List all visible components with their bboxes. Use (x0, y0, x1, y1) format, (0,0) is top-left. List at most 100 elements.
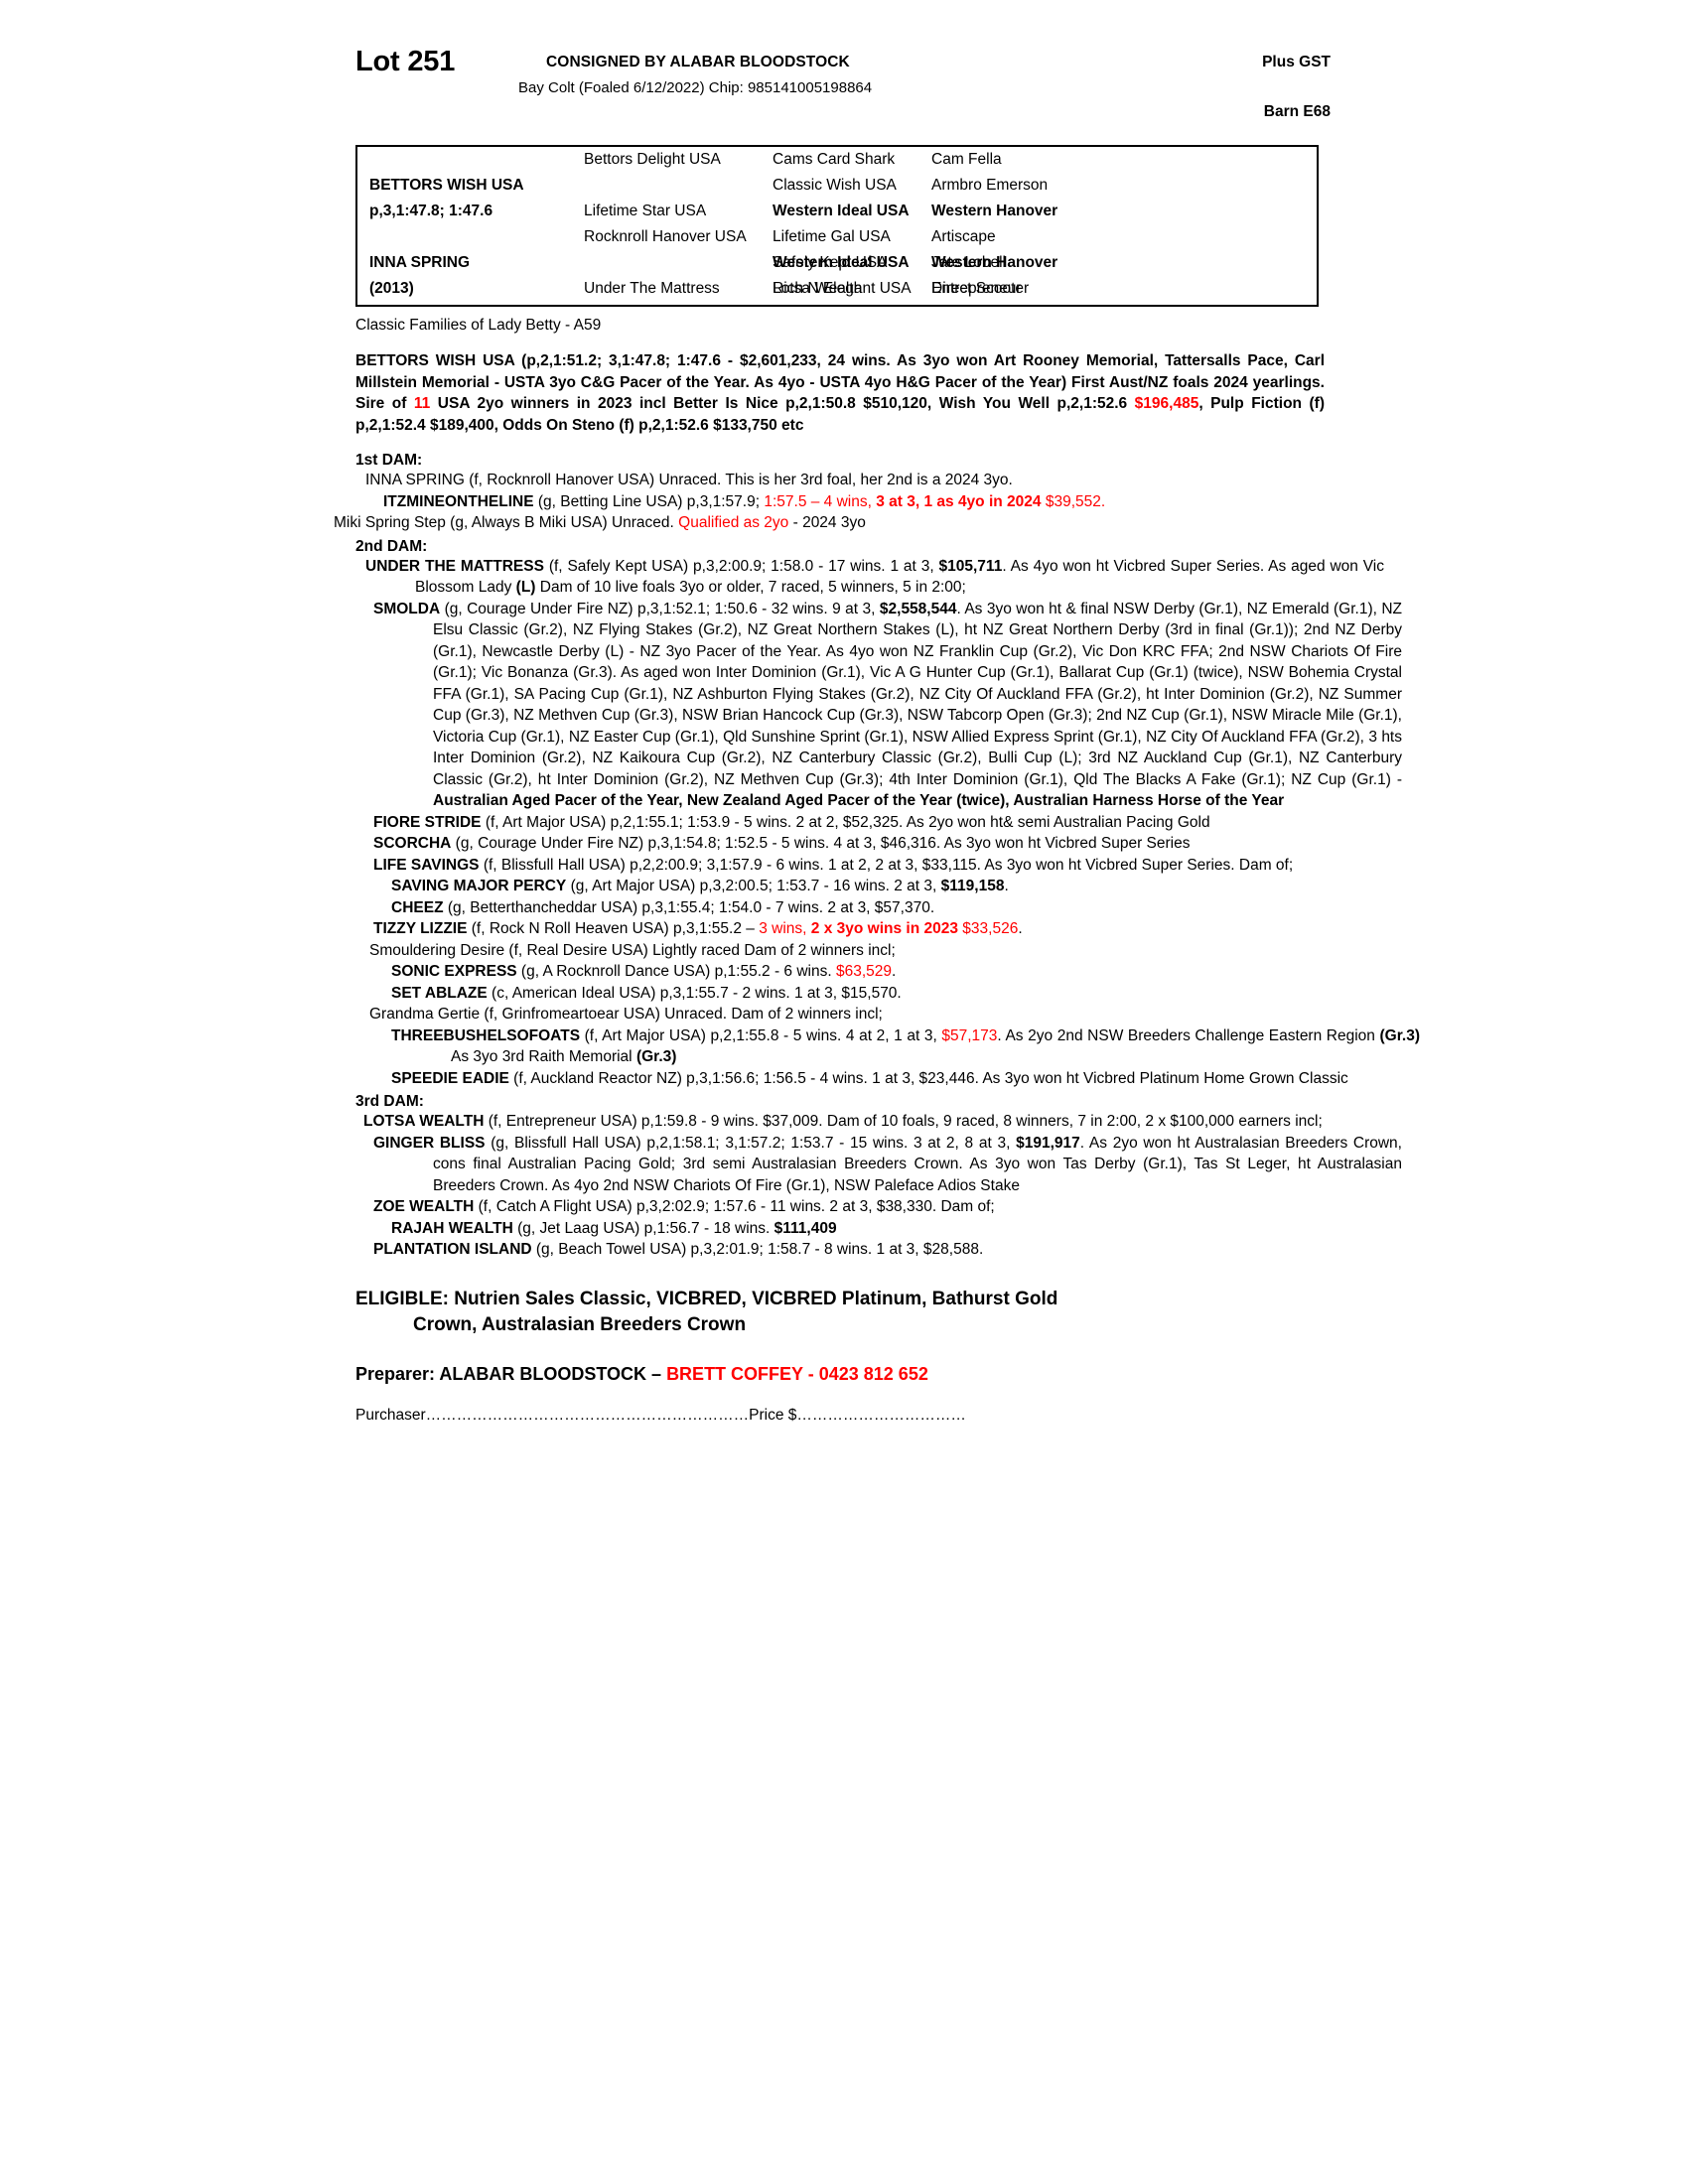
tizzy-redbold: 2 x 3yo wins in 2023 (810, 920, 958, 937)
tbo-earnings: $57,173 (941, 1026, 998, 1044)
tbo-gr3b: (Gr.3) (635, 1048, 677, 1065)
pedigree-table: BETTORS WISH USA p,3,1:47.8; 1:47.6 INNA… (355, 145, 1319, 307)
dam3-item-zoe-wealth: ZOE WEALTH (f, Catch A Flight USA) p,3,2… (355, 1196, 1402, 1218)
sire-para-red-2: $196,485 (1134, 395, 1199, 412)
preparer-label: Preparer: ALABAR BLOODSTOCK – (355, 1363, 667, 1384)
dam3-item-ginger-bliss: GINGER BLISS (g, Blissfull Hall USA) p,2… (355, 1133, 1402, 1197)
smolda-a: (g, Courage Under Fire NZ) p,3,1:52.1; 1… (440, 600, 880, 617)
g4-1: Armbro Emerson (931, 177, 1049, 194)
dam3-lead: LOTSA WEALTH (f, Entrepreneur USA) p,1:5… (355, 1111, 1384, 1133)
dam3-heading: 3rd DAM: (355, 1093, 424, 1110)
utm-c: . As 4yo won ht Vicbred Super Series. As… (415, 557, 1384, 597)
sire-dam: Lifetime Star USA (584, 203, 707, 219)
tizzy-red: 3 wins, (759, 920, 811, 937)
sonic-text: (g, A Rocknroll Dance USA) p,1:55.2 - 6 … (516, 963, 836, 980)
tbo-tail2: As 3yo 3rd Raith Memorial (451, 1048, 636, 1065)
cheez-text: (g, Betterthancheddar USA) p,3,1:55.4; 1… (443, 898, 935, 916)
speedie-text: (f, Auckland Reactor NZ) p,3,1:56.6; 1:5… (508, 1069, 1348, 1087)
smolda-name: SMOLDA (373, 600, 441, 617)
sire-record: p,3,1:47.8; 1:47.6 (369, 203, 493, 219)
dam1-item-itzmineontheline: ITZMINEONTHELINE (g, Betting Line USA) p… (355, 491, 1402, 513)
sonic-tail: . (892, 963, 897, 980)
dam2-item-speedie-eadie: SPEEDIE EADIE (f, Auckland Reactor NZ) p… (355, 1068, 1420, 1090)
itz-redbold: 3 at 3, 1 as 4yo in 2024 (876, 492, 1042, 510)
eligible-block: ELIGIBLE: Nutrien Sales Classic, VICBRED… (355, 1287, 1325, 1338)
g4-5: Direct Scooter (931, 280, 1030, 297)
itz-name: ITZMINEONTHELINE (383, 492, 534, 510)
zoe-a: (f, Catch A Flight USA) p,3,2:02.9; 1:57… (474, 1198, 995, 1215)
tizzy-name: TIZZY LIZZIE (373, 920, 468, 937)
dam2-item-sonic-express: SONIC EXPRESS (g, A Rocknroll Dance USA)… (355, 961, 1420, 983)
itz-plain: (g, Betting Line USA) p,3,1:57.9; (533, 492, 765, 510)
g4-7: Entrepreneur (931, 280, 1022, 297)
tizzy-tail: . (1018, 920, 1023, 937)
dam3-item-plantation-island: PLANTATION ISLAND (g, Beach Towel USA) p… (355, 1239, 1402, 1261)
g3-1: Classic Wish USA (773, 177, 897, 194)
dam2-item-scorcha: SCORCHA (g, Courage Under Fire NZ) p,3,1… (355, 833, 1402, 855)
pedigree-col-parents: BETTORS WISH USA p,3,1:47.8; 1:47.6 INNA… (369, 147, 588, 305)
cheez-name: CHEEZ (391, 898, 444, 916)
rajah-name: RAJAH WEALTH (391, 1219, 513, 1237)
miki-post: - 2024 3yo (788, 514, 866, 531)
sonic-name: SONIC EXPRESS (391, 963, 517, 980)
dam1-item-miki: Miki Spring Step (g, Always B Miki USA) … (334, 512, 1350, 534)
sire-name: BETTORS WISH USA (369, 177, 524, 194)
rajah-earnings: $111,409 (774, 1219, 837, 1237)
itz-red2: $39,552. (1041, 492, 1106, 510)
life-savings-text: (f, Blissfull Hall USA) p,2,2:00.9; 3,1:… (479, 856, 1294, 874)
tbo-text: (f, Art Major USA) p,2,1:55.8 - 5 wins. … (580, 1026, 942, 1044)
tbo-tail: . As 2yo 2nd NSW Breeders Challenge East… (997, 1026, 1380, 1044)
ginger-name: GINGER BLISS (373, 1134, 486, 1152)
sire-sire: Bettors Delight USA (584, 151, 721, 168)
eligible-line2: Crown, Australasian Breeders Crown (413, 1313, 747, 1335)
dam2-item-fiore: FIORE STRIDE (f, Art Major USA) p,2,1:55… (355, 812, 1402, 834)
set-ablaze-name: SET ABLAZE (391, 984, 488, 1002)
pedigree-col-g3-extra: Safely Kept USA Lotsa Wealth (773, 173, 943, 331)
foal-details: Bay Colt (Foaled 6/12/2022) Chip: 985141… (518, 79, 873, 96)
preparer-block: Preparer: ALABAR BLOODSTOCK – BRETT COFF… (355, 1364, 1340, 1385)
dam2-item-tizzy-lizzie: TIZZY LIZZIE (f, Rock N Roll Heaven USA)… (355, 918, 1402, 940)
sire-para-2: USA 2yo winners in 2023 incl Better Is N… (430, 395, 1135, 412)
sire-paragraph: BETTORS WISH USA (p,2,1:51.2; 3,1:47.8; … (355, 350, 1325, 436)
pedigree-col-great-grandparents: Cams Card Shark Classic Wish USA Western… (773, 147, 943, 305)
dam-name: INNA SPRING (369, 254, 471, 271)
dam2-item-grandma-gertie: Grandma Gertie (f, Grinfromeartoear USA)… (369, 1006, 883, 1023)
tizzy-a: (f, Rock N Roll Heaven USA) p,3,1:55.2 – (467, 920, 760, 937)
g3-5: Rich N Elegant USA (773, 280, 912, 297)
dam2-item-set-ablaze: SET ABLAZE (c, American Ideal USA) p,3,1… (355, 983, 1420, 1005)
g4-2: Western Hanover (931, 203, 1058, 219)
g3-6: Safely Kept USA (773, 254, 888, 271)
g4-0: Cam Fella (931, 151, 1002, 168)
itz-red: 1:57.5 – 4 wins, (764, 492, 877, 510)
pedigree-col-g4-extra: Jate Lobell Entrepreneur (931, 173, 1130, 331)
miki-red: Qualified as 2yo (678, 514, 789, 531)
sire-para-1: BETTORS WISH USA (p,2,1:51.2; 3,1:47.8; … (355, 352, 1325, 412)
dam1-lead: INNA SPRING (f, Rocknroll Hanover USA) U… (365, 472, 1013, 488)
scorcha-text: (g, Courage Under Fire NZ) p,3,1:54.8; 1… (451, 835, 1191, 852)
dam2-item-cheez: CHEEZ (g, Betterthancheddar USA) p,3,1:5… (355, 897, 1420, 919)
smolda-body: . As 3yo won ht & final NSW Derby (Gr.1)… (433, 600, 1402, 788)
utm-l: (L) (515, 579, 536, 596)
dam1-heading: 1st DAM: (355, 452, 423, 469)
dam2-item-saving-major-percy: SAVING MAJOR PERCY (g, Art Major USA) p,… (355, 876, 1420, 897)
g4-4: Western Hanover (931, 254, 1058, 271)
utm-e: Dam of 10 live foals 3yo or older, 7 rac… (535, 579, 966, 596)
lotsa-text: (f, Entrepreneur USA) p,1:59.8 - 9 wins.… (484, 1113, 1323, 1130)
page-header: Lot 251 CONSIGNED BY ALABAR BLOODSTOCK B… (348, 42, 1340, 141)
sire-para-red-1: 11 (413, 395, 431, 412)
dam2-heading: 2nd DAM: (355, 537, 428, 555)
g3-0: Cams Card Shark (773, 151, 896, 168)
preparer-contact: BRETT COFFEY - 0423 812 652 (666, 1363, 928, 1384)
speedie-name: SPEEDIE EADIE (391, 1069, 509, 1087)
smolda-earnings: $2,558,544 (879, 600, 957, 617)
pedigree-col-great-great: Cam Fella Armbro Emerson Western Hanover… (931, 147, 1130, 305)
g3-4: Western Ideal USA (773, 254, 910, 271)
set-ablaze-text: (c, American Ideal USA) p,3,1:55.7 - 2 w… (487, 984, 902, 1002)
lot-number: Lot 251 (355, 46, 456, 77)
eligible-line1: ELIGIBLE: Nutrien Sales Classic, VICBRED… (355, 1288, 1058, 1309)
barn-label: Barn E68 (1263, 103, 1331, 120)
g3-2: Western Ideal USA (773, 203, 910, 219)
ginger-a: (g, Blissfull Hall USA) p,2,1:58.1; 3,1:… (485, 1134, 1017, 1152)
utm-name: UNDER THE MATTRESS (365, 557, 544, 575)
